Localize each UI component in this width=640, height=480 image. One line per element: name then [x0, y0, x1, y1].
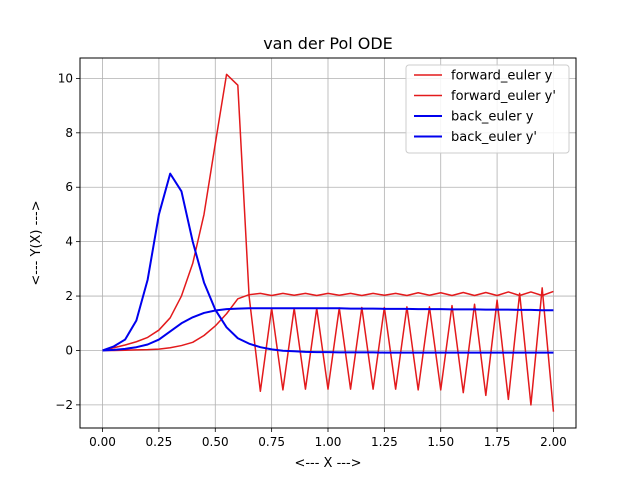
chart-title: van der Pol ODE [263, 34, 393, 53]
legend-label-forward-euler-y: forward_euler y [451, 69, 553, 84]
series-line-back-euler-y-prime [102, 172, 554, 354]
x-tick-label: 0.25 [146, 435, 173, 449]
y-tick-label: 2 [65, 289, 73, 303]
series-line-back-euler-y [102, 307, 554, 352]
y-tick-label: 0 [65, 343, 73, 357]
x-tick-label: 0.75 [258, 435, 285, 449]
legend-label-back-euler-y: back_euler y [451, 110, 534, 125]
x-tick-label: 1.25 [371, 435, 398, 449]
x-tick-label: 2.00 [540, 435, 567, 449]
y-tick-label: 6 [65, 180, 73, 194]
x-tick-label: 1.00 [315, 435, 342, 449]
tick-layer: 0.00 0.25 0.50 0.75 1.00 1.25 1.50 1.75 2.00 −2 0 2… [55, 71, 567, 449]
x-tick-label: 1.75 [484, 435, 511, 449]
legend-box [405, 64, 570, 154]
y-axis-label: <--- Y(X) ---> [29, 200, 44, 285]
legend-label-forward-euler-y-prime: forward_euler y' [451, 89, 556, 104]
x-axis-label: <--- X ---> [294, 456, 361, 471]
y-tick-label: 4 [65, 235, 73, 249]
y-tick-label: −2 [55, 398, 73, 412]
legend-label-back-euler-y-prime: back_euler y' [451, 130, 537, 145]
x-tick-label: 0.50 [202, 435, 229, 449]
series-layer [102, 73, 555, 412]
y-tick-label: 8 [65, 126, 73, 140]
x-tick-label: 1.50 [427, 435, 454, 449]
y-tick-label: 10 [58, 71, 73, 85]
legend: forward_euler y forward_euler y' back_eule… [405, 64, 570, 154]
x-tick-label: 0.00 [89, 435, 116, 449]
series-line-forward-euler-y [102, 290, 554, 352]
series-line-forward-euler-y-prime [102, 73, 555, 412]
